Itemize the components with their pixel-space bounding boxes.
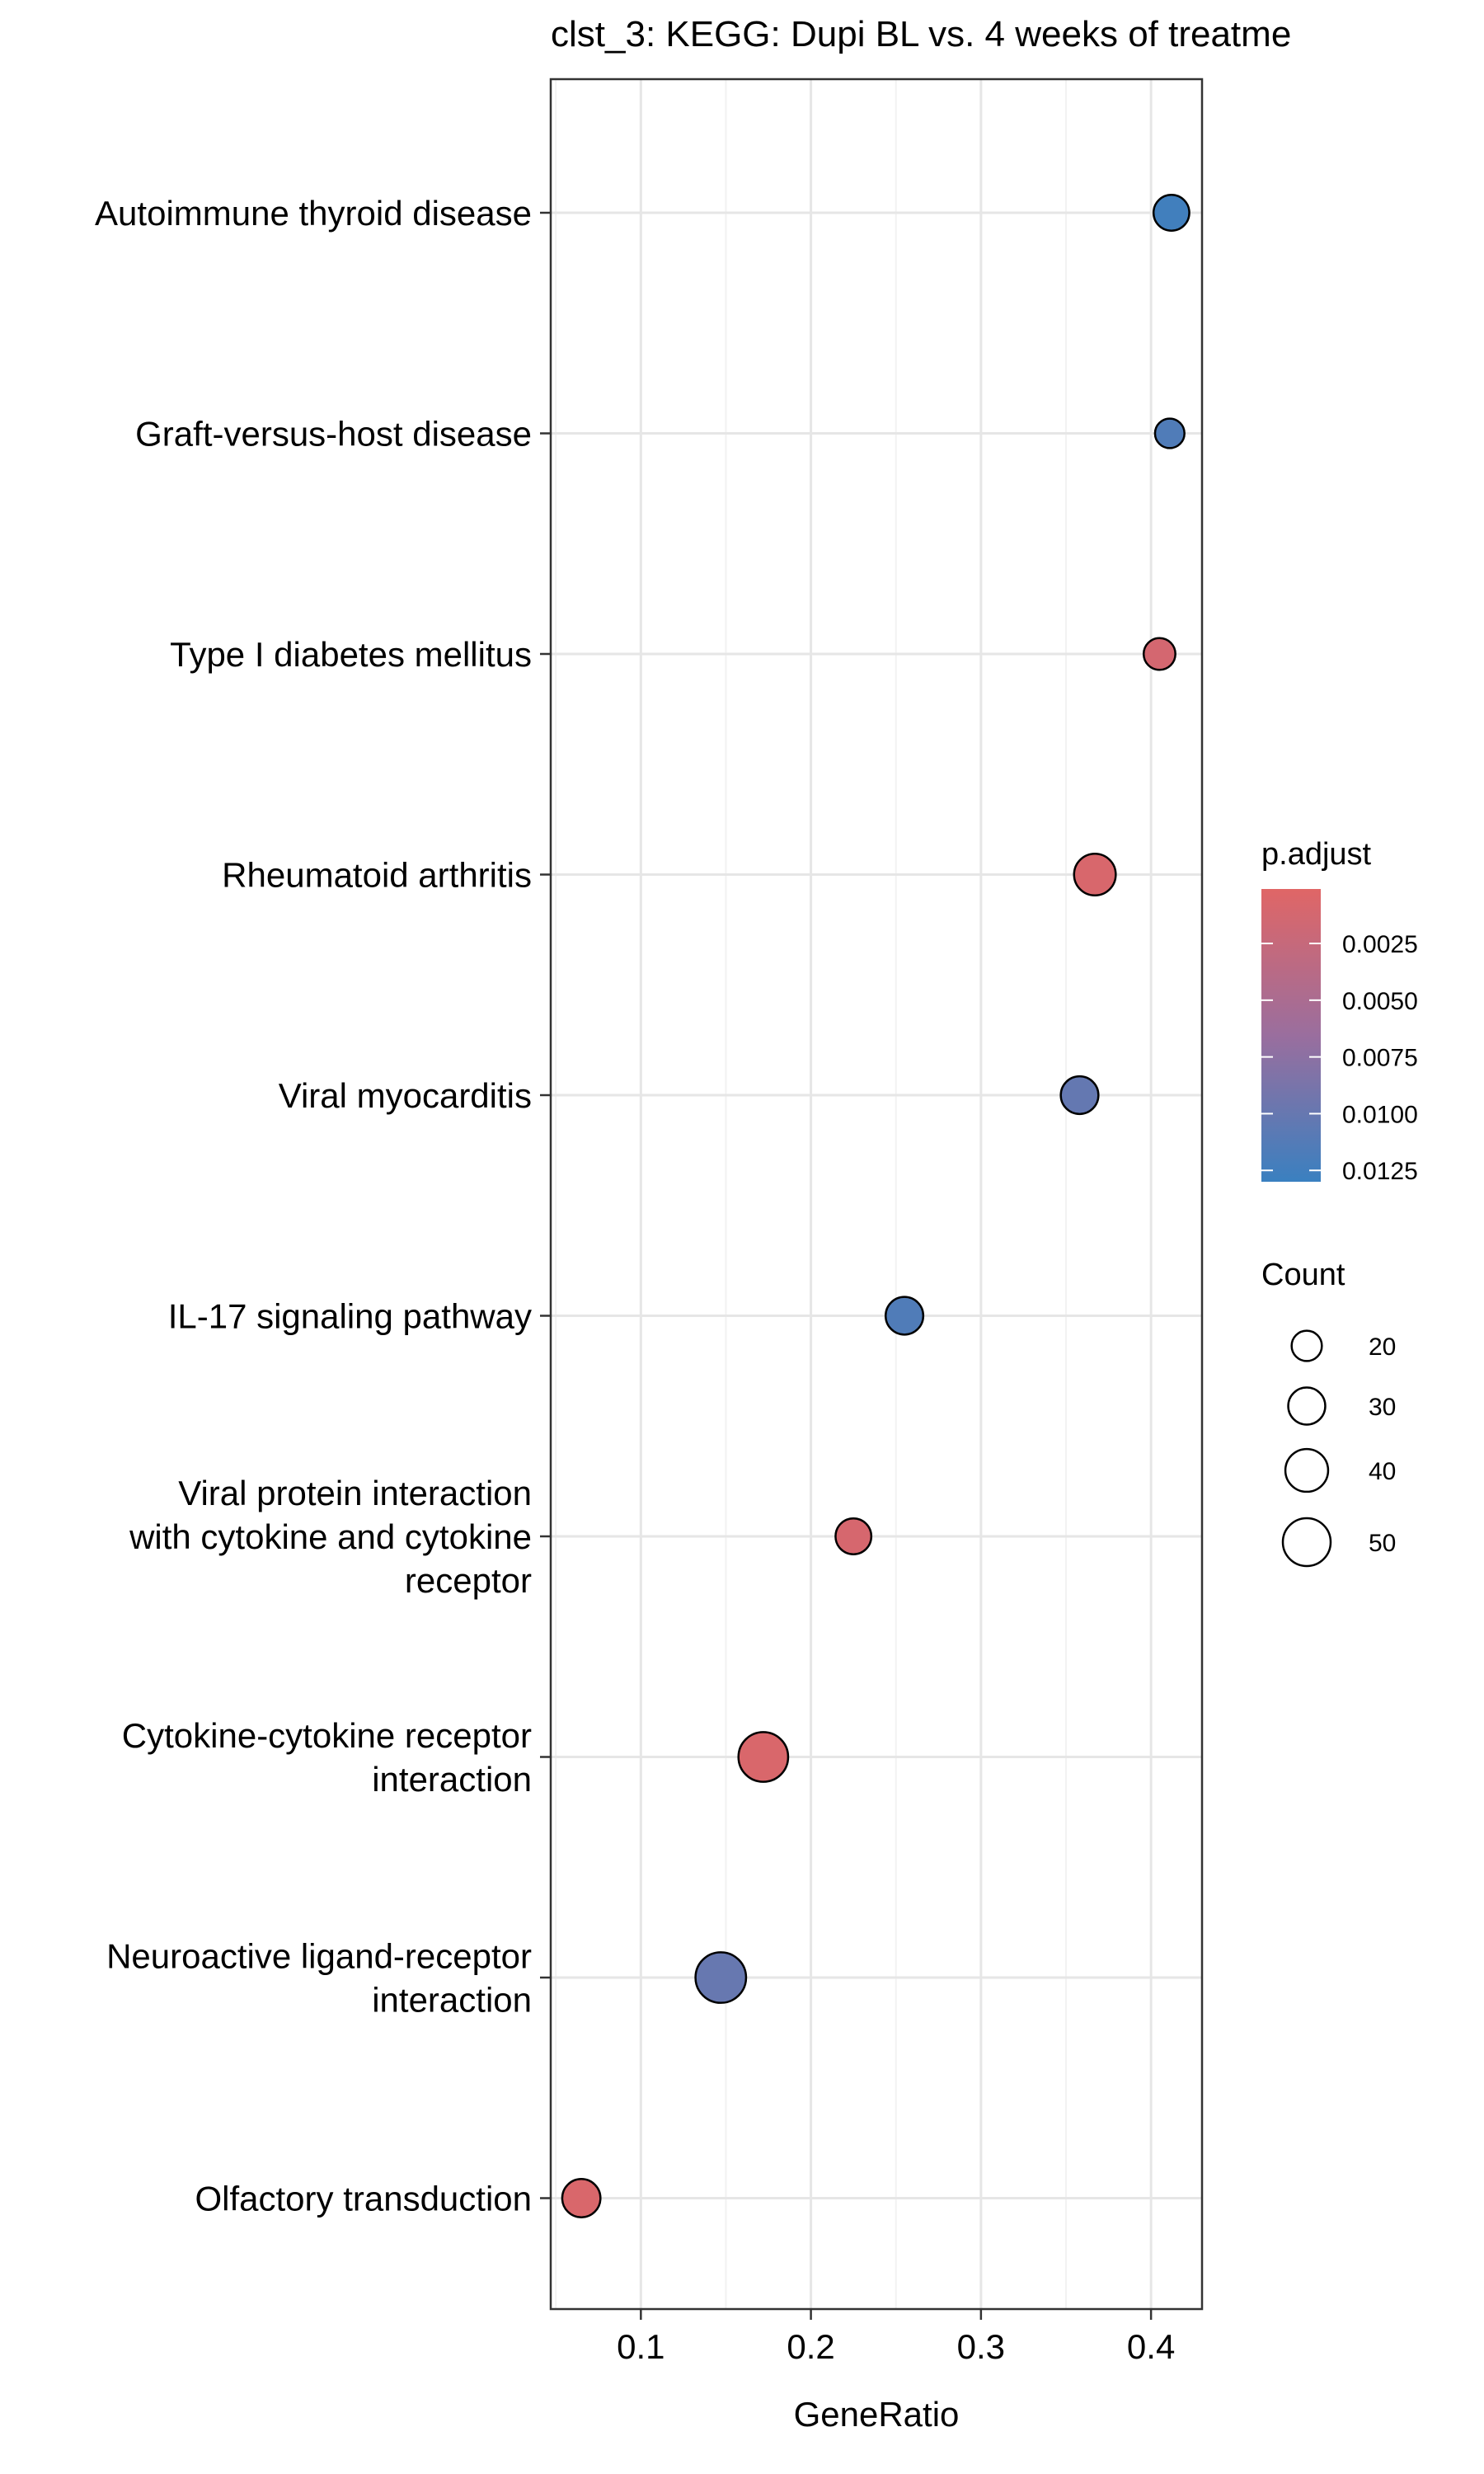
data-point — [561, 2178, 602, 2218]
major-gridlines — [551, 79, 1202, 2309]
y-tick-label: Type I diabetes mellitus — [170, 635, 532, 674]
data-point — [1073, 852, 1117, 897]
y-tick-label: Autoimmune thyroid disease — [95, 194, 532, 233]
data-point — [1152, 194, 1190, 232]
size-legend-label: 50 — [1369, 1530, 1396, 1557]
plot-border — [549, 78, 1204, 2311]
chart-title: clst_3: KEGG: Dupi BL vs. 4 weeks of tre… — [551, 14, 1291, 54]
y-tick-label: Graft-versus-host disease — [135, 415, 532, 454]
data-point — [1142, 637, 1176, 671]
x-tick-label: 0.3 — [957, 2327, 1005, 2366]
size-legend-label: 20 — [1369, 1333, 1396, 1361]
size-legend-label: 40 — [1369, 1458, 1396, 1485]
y-tick-label: Neuroactive ligand-receptor — [106, 1937, 532, 1976]
plot-background — [551, 79, 1202, 2309]
color-bar — [1261, 889, 1321, 1182]
data-point — [737, 1731, 790, 1783]
color-legend-title: p.adjust — [1261, 837, 1372, 872]
size-legend-key — [1284, 1447, 1330, 1493]
size-legend-title: Count — [1261, 1258, 1345, 1292]
y-tick-label: receptor — [405, 1561, 532, 1600]
color-legend-label: 0.0050 — [1342, 988, 1418, 1015]
data-points — [561, 194, 1190, 2218]
data-point — [834, 1517, 873, 1555]
color-legend: p.adjust 0.0025 0.0050 0.0075 0.0100 0.0125 — [1261, 837, 1418, 1185]
y-tick-label: IL-17 signaling pathway — [168, 1297, 532, 1336]
y-tick-label: Rheumatoid arthritis — [222, 856, 532, 895]
size-legend-key — [1281, 1517, 1332, 1568]
y-tick-label: interaction — [372, 1760, 532, 1799]
x-tick-label: 0.4 — [1127, 2327, 1175, 2366]
y-tick-label: Olfactory transduction — [195, 2180, 532, 2218]
minor-gridlines — [555, 79, 1067, 2309]
x-tick-label: 0.1 — [617, 2327, 665, 2366]
size-legend: Count 20 30 40 50 — [1261, 1258, 1396, 1568]
y-axis: Autoimmune thyroid disease Graft-versus-h… — [95, 194, 551, 2218]
data-point — [694, 1951, 748, 2004]
y-tick-label: interaction — [372, 1981, 532, 2020]
size-legend-label: 30 — [1369, 1394, 1396, 1421]
color-legend-label: 0.0025 — [1342, 931, 1418, 958]
y-tick-label: Viral myocarditis — [279, 1076, 532, 1115]
plot-panel — [549, 78, 1204, 2311]
color-legend-label: 0.0075 — [1342, 1045, 1418, 1072]
x-tick-label: 0.2 — [787, 2327, 834, 2366]
color-legend-label: 0.0100 — [1342, 1101, 1418, 1128]
x-axis-label: GeneRatio — [794, 2395, 960, 2434]
y-tick-label: with cytokine and cytokine — [129, 1517, 532, 1556]
size-legend-key — [1287, 1386, 1327, 1426]
size-legend-key — [1290, 1329, 1323, 1362]
data-point — [1153, 417, 1186, 449]
y-tick-label: Viral protein interaction — [178, 1474, 532, 1512]
data-point — [1059, 1075, 1100, 1116]
y-tick-label: Cytokine-cytokine receptor — [122, 1716, 532, 1755]
data-point — [884, 1296, 925, 1336]
x-axis: 0.1 0.2 0.3 0.4 — [617, 2309, 1175, 2366]
color-legend-label: 0.0125 — [1342, 1158, 1418, 1185]
